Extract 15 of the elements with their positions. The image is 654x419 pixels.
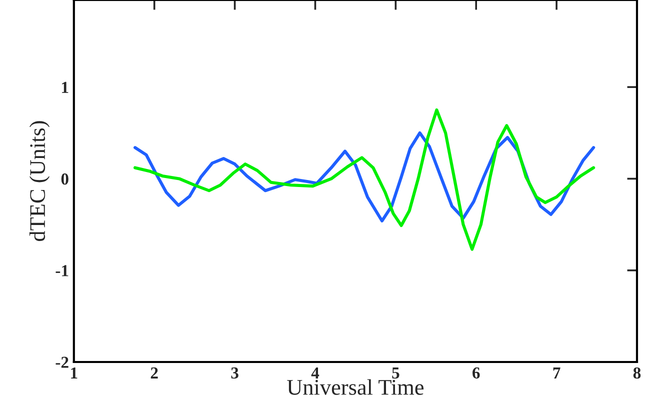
y-tick-label: 1 [62, 82, 68, 93]
x-tick-label: 3 [231, 367, 238, 379]
y-tick-label: 0 [61, 173, 68, 185]
y-axis-title: dTEC (Units) [29, 121, 50, 241]
x-tick-label: 6 [472, 367, 480, 379]
x-axis-title: Universal Time [287, 379, 424, 395]
line-series [134, 108, 596, 251]
y-tick-label: -2 [56, 356, 68, 368]
x-tick-label: 7 [553, 368, 560, 378]
x-tick-label: 4 [311, 367, 320, 378]
y-tick-label: -1 [56, 265, 68, 276]
x-tick-label: 5 [392, 368, 400, 379]
x-tick-label: 1 [71, 367, 78, 378]
x-tick-label: 8 [633, 367, 641, 379]
x-tick-label: 2 [150, 367, 158, 378]
